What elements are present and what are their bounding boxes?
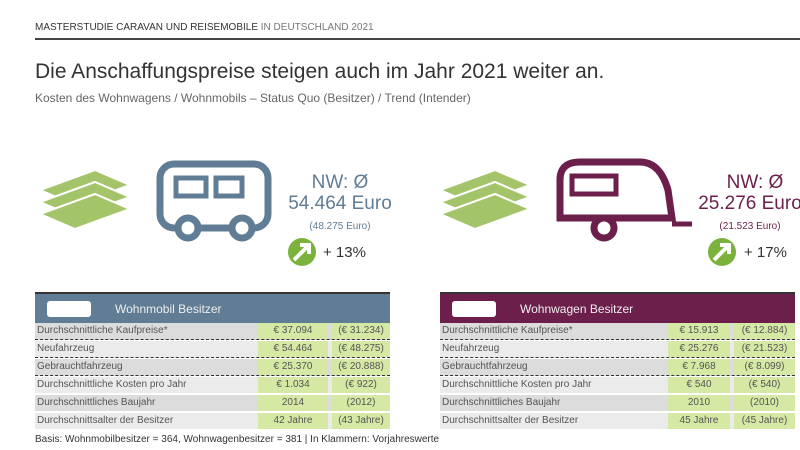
row-label: Gebrauchtfahrzeug bbox=[442, 361, 528, 372]
trend-arrow bbox=[288, 238, 316, 266]
row-previous: (45 Jahre) bbox=[734, 413, 795, 429]
panel-price: 25.276 Euro bbox=[698, 193, 800, 214]
row-label: Durchschnittliche Kaufpreise* bbox=[37, 325, 168, 336]
row-value: 2014 bbox=[258, 395, 328, 411]
panel-previous: (21.523 Euro) bbox=[719, 221, 781, 232]
trend-arrow bbox=[708, 238, 736, 266]
row-previous: (€ 21.523) bbox=[734, 341, 795, 357]
title: Die Anschaffungspreise steigen auch im J… bbox=[35, 60, 605, 83]
row-previous: (43 Jahre) bbox=[332, 413, 390, 429]
footnote: Basis: Wohnmobilbesitzer = 364, Wohnwage… bbox=[35, 434, 440, 445]
subtitle: Kosten des Wohnwagens / Wohnmobils – Sta… bbox=[35, 91, 471, 105]
table-row: Durchschnittsalter der Besitzer 42 Jahre(… bbox=[35, 413, 390, 429]
row-label: Neufahrzeug bbox=[37, 343, 95, 354]
table-row: Durchschnittliche Kaufpreise* € 37.094 (€ … bbox=[35, 323, 390, 340]
row-previous: (€ 31.234) bbox=[332, 323, 390, 339]
row-value: 42 Jahre bbox=[258, 413, 328, 429]
row-value: 2010 bbox=[668, 395, 730, 411]
row-label: Neufahrzeug bbox=[442, 343, 500, 354]
table-row: Durchschnittliche Kosten pro Jahr € 540 (€… bbox=[440, 377, 795, 393]
row-value: € 7.968 bbox=[668, 359, 730, 375]
table-row: Neufahrzeug € 25.276 (€ 21.523) bbox=[440, 341, 795, 358]
header-rule bbox=[35, 38, 800, 40]
row-previous: (€ 12.884) bbox=[734, 323, 795, 339]
row-value: € 37.094 bbox=[258, 323, 328, 339]
row-value: € 1.034 bbox=[258, 377, 328, 393]
caravan-icon bbox=[556, 158, 692, 242]
header-icon bbox=[47, 301, 91, 317]
panel-label: NW: Ø bbox=[726, 172, 784, 193]
row-value: € 25.276 bbox=[668, 341, 730, 357]
row-previous: (€ 8.099) bbox=[734, 359, 795, 375]
money-icon bbox=[37, 168, 133, 231]
table-row: Durchschnittliches Baujahr 2010 (2010) bbox=[440, 395, 795, 411]
table-header: Wohnwagen Besitzer bbox=[440, 292, 795, 324]
table-row: Gebrauchtfahrzeug € 7.968 (€ 8.099) bbox=[440, 359, 795, 376]
row-label: Durchschnittliches Baujahr bbox=[37, 397, 156, 408]
row-previous: (€ 922) bbox=[332, 377, 390, 393]
header: MASTERSTUDIE CARAVAN UND REISEMOBILE IN … bbox=[35, 22, 374, 33]
row-label: Durchschnittliche Kaufpreise* bbox=[442, 325, 573, 336]
panel-trend: + 13% bbox=[323, 244, 366, 261]
panel-label: NW: Ø bbox=[311, 172, 369, 193]
row-previous: (2012) bbox=[332, 395, 390, 411]
panel-previous: (48.275 Euro) bbox=[309, 221, 371, 232]
row-previous: (2010) bbox=[734, 395, 795, 411]
table-row: Durchschnittliche Kaufpreise* € 15.913 (€ … bbox=[440, 323, 795, 340]
header-brand: MASTERSTUDIE CARAVAN UND REISEMOBILE bbox=[35, 22, 258, 33]
header-suffix: IN DEUTSCHLAND 2021 bbox=[260, 22, 374, 33]
panel-trend: + 17% bbox=[744, 244, 787, 261]
table-row: Durchschnittliche Kosten pro Jahr € 1.034… bbox=[35, 377, 390, 393]
row-label: Gebrauchtfahrzeug bbox=[37, 361, 123, 372]
row-previous: (€ 20.888) bbox=[332, 359, 390, 375]
money-icon bbox=[437, 168, 533, 231]
row-value: 45 Jahre bbox=[668, 413, 730, 429]
row-previous: (€ 48.275) bbox=[332, 341, 390, 357]
row-previous: (€ 540) bbox=[734, 377, 795, 393]
table-row: Durchschnittliches Baujahr 2014 (2012) bbox=[35, 395, 390, 411]
camper-icon bbox=[156, 160, 272, 242]
row-label: Durchschnittliches Baujahr bbox=[442, 397, 561, 408]
table-title: Wohnmobil Besitzer bbox=[115, 302, 222, 316]
row-value: € 25.370 bbox=[258, 359, 328, 375]
icons bbox=[37, 158, 736, 266]
row-label: Durchschnittsalter der Besitzer bbox=[37, 415, 174, 426]
table-row: Gebrauchtfahrzeug € 25.370 (€ 20.888) bbox=[35, 359, 390, 376]
row-label: Durchschnittliche Kosten pro Jahr bbox=[37, 379, 187, 390]
row-value: € 15.913 bbox=[668, 323, 730, 339]
table-row: Durchschnittsalter der Besitzer 45 Jahre(… bbox=[440, 413, 795, 429]
row-value: € 54.464 bbox=[258, 341, 328, 357]
panel-price: 54.464 Euro bbox=[288, 193, 392, 214]
table-title: Wohnwagen Besitzer bbox=[520, 302, 634, 316]
row-label: Durchschnittliche Kosten pro Jahr bbox=[442, 379, 592, 390]
header-icon bbox=[452, 301, 496, 317]
table-header: Wohnmobil Besitzer bbox=[35, 292, 390, 324]
table-row: Neufahrzeug € 54.464 (€ 48.275) bbox=[35, 341, 390, 358]
row-label: Durchschnittsalter der Besitzer bbox=[442, 415, 579, 426]
row-value: € 540 bbox=[668, 377, 730, 393]
